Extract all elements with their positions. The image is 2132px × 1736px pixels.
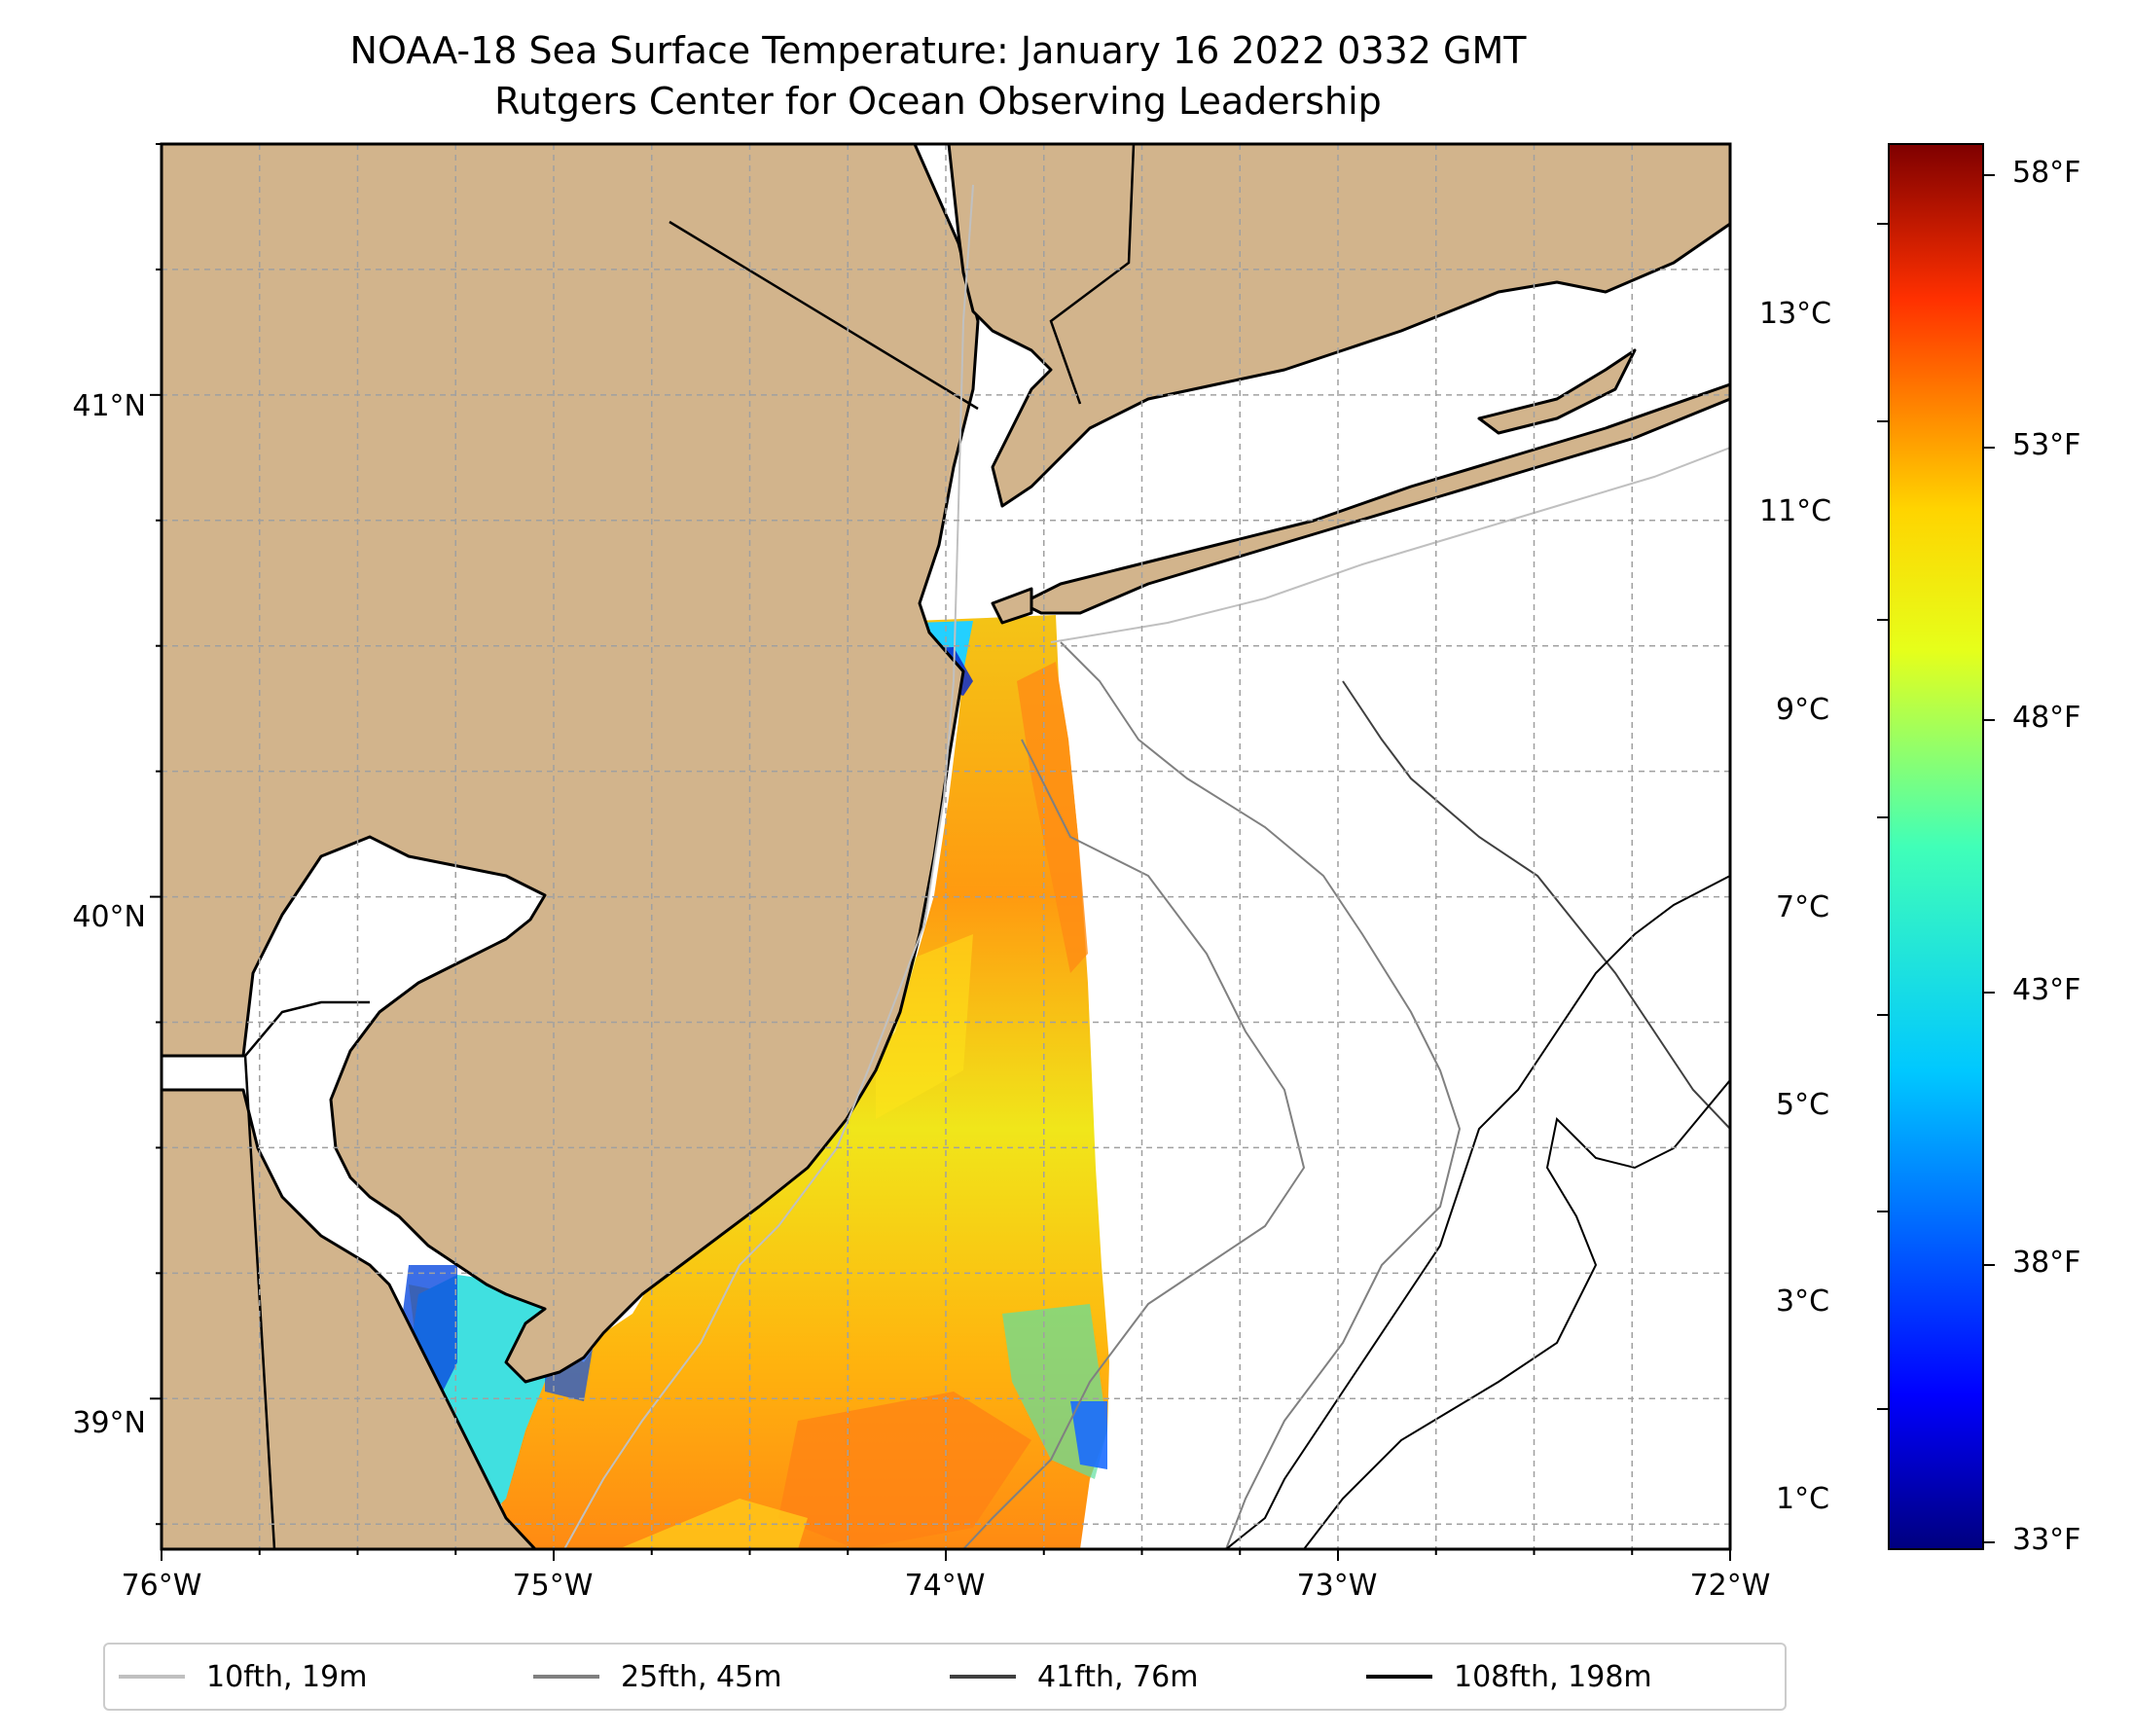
legend-item: 41fth, 76m (950, 1645, 1198, 1709)
fahrenheit-tick-label: 53°F (2012, 428, 2081, 462)
contour-108fth-2 (1225, 875, 1730, 1549)
legend-swatch (119, 1675, 185, 1679)
depth-legend: 10fth, 19m 25fth, 45m 41fth, 76m 108fth,… (103, 1643, 1787, 1711)
contour-25fth-2 (1060, 641, 1462, 1549)
contour-41fth (1342, 680, 1730, 1130)
celsius-tick-label: 9°C (1776, 693, 1830, 727)
celsius-tick-label: 5°C (1776, 1088, 1830, 1122)
legend-label: 108fth, 198m (1454, 1659, 1652, 1694)
y-tick-label: 39°N (72, 1406, 146, 1440)
legend-swatch (950, 1675, 1016, 1679)
contour-108fth (1303, 1079, 1730, 1549)
map-ticks (150, 143, 1731, 1561)
fahrenheit-tick-label: 48°F (2012, 701, 2081, 735)
legend-item: 108fth, 198m (1366, 1645, 1652, 1709)
fahrenheit-tick-label: 38°F (2012, 1246, 2081, 1280)
contour-25fth (962, 739, 1306, 1549)
celsius-tick-label: 11°C (1759, 494, 1832, 528)
map-body (162, 144, 1730, 1549)
fahrenheit-tick-label: 33°F (2012, 1523, 2081, 1557)
x-tick-label: 74°W (904, 1569, 986, 1603)
celsius-tick-label: 1°C (1776, 1482, 1830, 1516)
y-tick-label: 41°N (72, 389, 146, 423)
legend-item: 10fth, 19m (119, 1645, 367, 1709)
colorbar-ticks (1877, 174, 1995, 1543)
x-tick-label: 72°W (1689, 1569, 1771, 1603)
fahrenheit-tick-label: 58°F (2012, 156, 2081, 190)
celsius-tick-label: 13°C (1759, 297, 1832, 331)
x-tick-label: 75°W (512, 1569, 594, 1603)
legend-label: 25fth, 45m (621, 1659, 782, 1694)
legend-swatch (1366, 1675, 1432, 1679)
fahrenheit-tick-label: 43°F (2012, 973, 2081, 1007)
map-subtitle: Rutgers Center for Ocean Observing Leade… (494, 80, 1382, 123)
x-tick-label: 73°W (1296, 1569, 1378, 1603)
contour-10fth-ny (1050, 447, 1730, 643)
x-tick-label: 76°W (121, 1569, 202, 1603)
legend-label: 10fth, 19m (206, 1659, 368, 1694)
celsius-tick-label: 3°C (1776, 1284, 1830, 1319)
y-tick-label: 40°N (72, 900, 146, 934)
legend-swatch (533, 1675, 599, 1679)
state-borders (162, 144, 1136, 1549)
celsius-tick-label: 7°C (1776, 890, 1830, 924)
legend-label: 41fth, 76m (1037, 1659, 1199, 1694)
legend-item: 25fth, 45m (533, 1645, 781, 1709)
colorbar (1888, 143, 1984, 1550)
map-title: NOAA-18 Sea Surface Temperature: January… (349, 29, 1527, 72)
gridlines (162, 144, 1730, 1549)
